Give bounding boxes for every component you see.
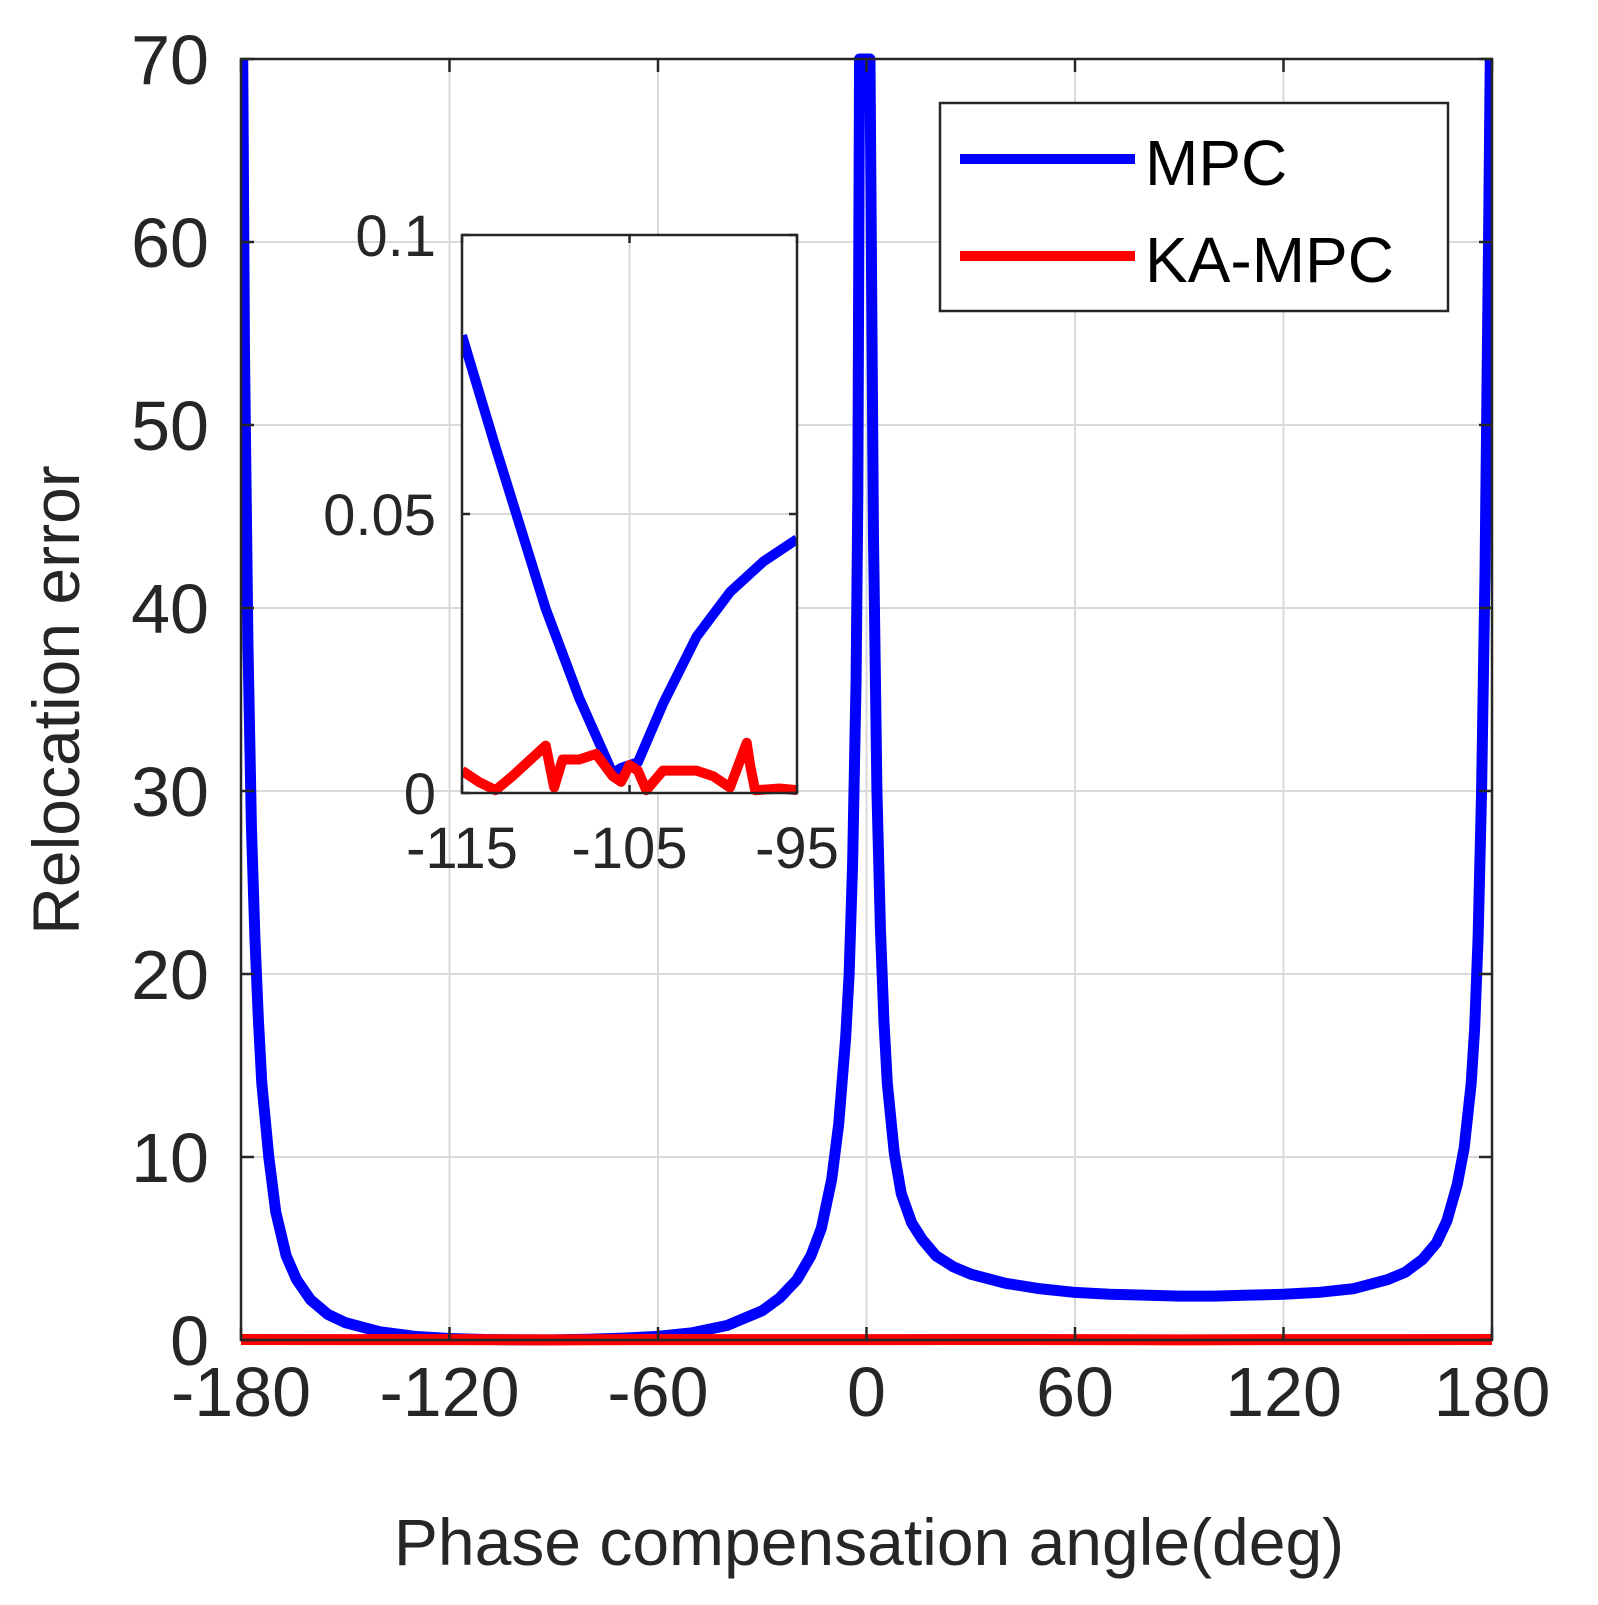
inset-y-tick-label: 0.05 <box>323 483 436 548</box>
y-axis-label: Relocation error <box>19 465 93 935</box>
main-y-tick-label: 50 <box>131 387 209 465</box>
main-ticks <box>239 57 1494 1342</box>
main-y-tick-label: 70 <box>131 21 209 99</box>
main-y-tick-label: 10 <box>131 1119 209 1197</box>
main-y-tick-label: 60 <box>131 204 209 282</box>
inset-y-tick-label: 0 <box>404 762 436 827</box>
inset-x-tick-label: -115 <box>406 816 518 881</box>
main-tick-labels: -180 -120 -60 0 60 120 180 0 10 20 30 40 50 60 70 <box>131 21 1550 1431</box>
main-x-tick-label: 120 <box>1225 1353 1342 1431</box>
inset-x-tick-label: -95 <box>755 816 839 881</box>
legend-label-ka-mpc: KA-MPC <box>1145 224 1394 296</box>
inset-x-tick-label: -105 <box>571 816 687 881</box>
legend-label-mpc: MPC <box>1145 127 1287 199</box>
main-x-tick-label: -120 <box>379 1353 519 1431</box>
main-y-tick-label: 30 <box>131 753 209 831</box>
inset-plot: -115 -105 -95 0 0.05 0.1 <box>323 204 839 881</box>
main-x-tick-label: -180 <box>171 1353 311 1431</box>
main-y-tick-label: 0 <box>170 1302 209 1380</box>
main-y-tick-label: 20 <box>131 936 209 1014</box>
main-x-tick-label: -60 <box>607 1353 708 1431</box>
main-x-tick-label: 0 <box>847 1353 886 1431</box>
main-x-tick-label: 60 <box>1036 1353 1114 1431</box>
inset-series-ka-mpc <box>462 737 797 796</box>
main-x-tick-label: 180 <box>1434 1353 1551 1431</box>
inset-y-tick-label: 0.1 <box>355 204 436 269</box>
main-y-tick-label: 40 <box>131 570 209 648</box>
inset-series <box>462 334 797 796</box>
legend-box <box>938 101 1450 313</box>
legend: MPC KA-MPC <box>938 101 1450 313</box>
x-axis-label: Phase compensation angle(deg) <box>394 1505 1344 1579</box>
inset-ticks <box>460 233 799 795</box>
inset-tick-labels: -115 -105 -95 0 0.05 0.1 <box>323 204 839 881</box>
